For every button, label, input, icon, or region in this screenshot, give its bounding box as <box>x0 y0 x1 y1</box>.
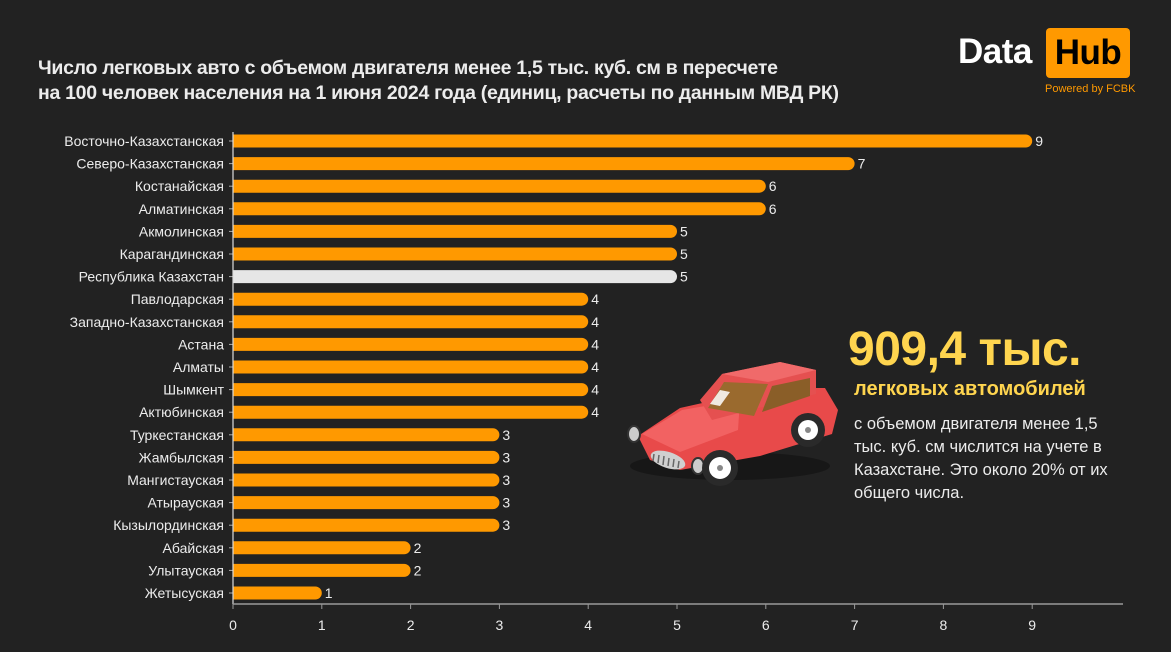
category-label: Акмолинская <box>139 223 224 239</box>
chart-title: Число легковых авто с объемом двигателя … <box>38 56 938 106</box>
bar-0 <box>233 134 1033 148</box>
value-label: 1 <box>325 585 333 601</box>
value-label: 3 <box>502 517 510 533</box>
value-label: 4 <box>591 382 599 398</box>
value-label: 4 <box>591 314 599 330</box>
category-label: Алматы <box>173 359 224 375</box>
x-tick-label: 6 <box>762 617 770 633</box>
value-label: 4 <box>591 291 599 307</box>
value-label: 2 <box>414 540 422 556</box>
x-tick-label: 5 <box>673 617 681 633</box>
chart-title-line-1: Число легковых авто с объемом двигателя … <box>38 57 778 79</box>
highlight-description: с объемом двигателя менее 1,5 тыс. куб. … <box>854 415 1108 502</box>
x-tick-label: 3 <box>496 617 504 633</box>
bar-16 <box>233 496 500 510</box>
value-label: 3 <box>502 495 510 511</box>
bar-13 <box>233 428 500 442</box>
value-label: 6 <box>769 178 777 194</box>
x-tick-label: 7 <box>851 617 859 633</box>
bar-18 <box>233 541 411 555</box>
bar-11 <box>233 383 589 397</box>
category-label: Павлодарская <box>131 291 224 307</box>
red-car-icon <box>620 348 840 498</box>
x-tick-label: 2 <box>407 617 415 633</box>
x-tick-label: 1 <box>318 617 326 633</box>
category-label: Туркестанская <box>130 427 224 443</box>
bar-8 <box>233 315 589 329</box>
x-tick-label: 4 <box>584 617 592 633</box>
bar-9 <box>233 337 589 351</box>
category-label: Жетысуская <box>145 585 224 601</box>
value-label: 4 <box>591 336 599 352</box>
category-label: Улытауская <box>148 562 224 578</box>
value-label: 7 <box>858 156 866 172</box>
value-label: 5 <box>680 223 688 239</box>
bar-14 <box>233 450 500 464</box>
category-label: Республика Казахстан <box>79 269 224 285</box>
value-label: 4 <box>591 359 599 375</box>
category-label: Астана <box>178 336 224 352</box>
category-label: Жамбылская <box>139 449 224 465</box>
highlight-subtitle: легковых автомобилей <box>854 378 1086 400</box>
category-label: Алматинская <box>139 201 224 217</box>
category-label: Костанайская <box>135 178 224 194</box>
highlight-big-number: 909,4 тыс. <box>848 323 1081 376</box>
category-label: Кызылординская <box>113 517 224 533</box>
bar-17 <box>233 518 500 532</box>
category-label: Мангистауская <box>127 472 224 488</box>
bar-12 <box>233 405 589 419</box>
category-label: Актюбинская <box>139 404 224 420</box>
bar-10 <box>233 360 589 374</box>
value-label: 9 <box>1035 133 1043 149</box>
category-label: Атырауская <box>147 495 224 511</box>
bar-7 <box>233 292 589 306</box>
logo-word-data: Data <box>958 32 1032 71</box>
bar-6 <box>233 270 677 284</box>
category-label: Западно-Казахстанская <box>70 314 224 330</box>
chart-title-line-2: на 100 человек населения на 1 июня 2024 … <box>38 82 839 104</box>
bar-20 <box>233 586 322 600</box>
bar-5 <box>233 247 677 261</box>
value-label: 4 <box>591 404 599 420</box>
x-tick-label: 8 <box>940 617 948 633</box>
logo-word-hub: Hub <box>1046 28 1130 78</box>
value-labels-group: 9 7 6 6 5 5 5 4 4 4 4 4 4 3 3 3 3 3 2 2 1 <box>325 133 1043 601</box>
bars-group <box>233 134 1033 600</box>
category-label: Восточно-Казахстанская <box>64 133 224 149</box>
category-label: Абайская <box>163 540 224 556</box>
bar-19 <box>233 563 411 577</box>
bar-2 <box>233 179 766 193</box>
datahub-logo: Data Hub Powered by FCBK <box>958 28 1136 98</box>
category-labels-group: Восточно-Казахстанская Северо-Казахстанск… <box>64 133 224 601</box>
bar-4 <box>233 224 677 238</box>
value-label: 5 <box>680 269 688 285</box>
x-tick-label: 9 <box>1028 617 1036 633</box>
category-label: Шымкент <box>163 382 224 398</box>
x-tick-label: 0 <box>229 617 237 633</box>
category-label: Северо-Казахстанская <box>76 156 224 172</box>
bar-1 <box>233 157 855 171</box>
value-label: 2 <box>414 562 422 578</box>
x-axis: 0 1 2 3 4 5 6 7 8 9 <box>229 132 1123 633</box>
value-label: 3 <box>502 472 510 488</box>
highlight-stat: 909,4 тыс. легковых автомобилей с объемо… <box>848 322 1134 505</box>
logo-tagline: Powered by FCBK <box>1045 83 1136 95</box>
bar-3 <box>233 202 766 216</box>
value-label: 3 <box>502 427 510 443</box>
bar-15 <box>233 473 500 487</box>
value-label: 5 <box>680 246 688 262</box>
value-label: 3 <box>502 449 510 465</box>
category-label: Карагандинская <box>120 246 224 262</box>
value-label: 6 <box>769 201 777 217</box>
